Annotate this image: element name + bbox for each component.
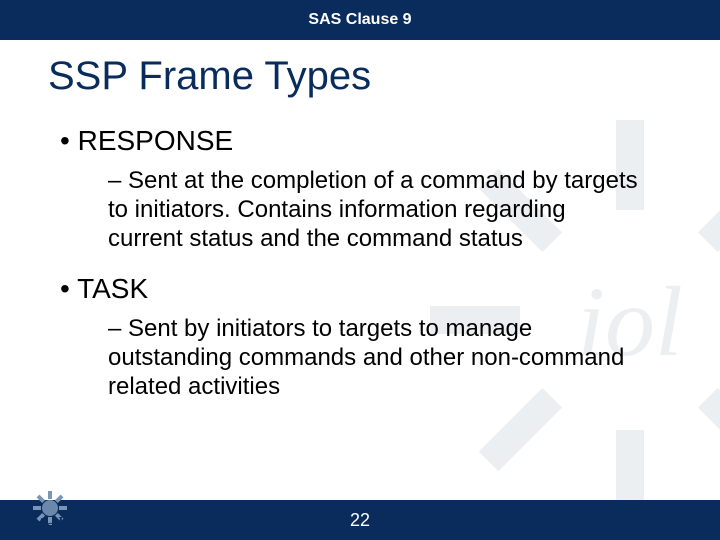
bullet-desc: Sent by initiators to targets to manage … [108,315,624,400]
slide-content: SSP Frame Types RESPONSE Sent at the com… [0,40,720,402]
header-bar: SAS Clause 9 [0,0,720,40]
bullet-desc: Sent at the completion of a command by t… [108,167,638,252]
page-number: 22 [350,510,370,530]
bullet-level2: Sent at the completion of a command by t… [108,167,642,253]
bullet-level1: TASK [60,273,672,305]
slide-title: SSP Frame Types [48,54,672,99]
header-text: SAS Clause 9 [308,11,411,28]
bullet-label: TASK [77,273,148,304]
bullet-level1: RESPONSE [60,125,672,157]
footer-bar: 22 [0,500,720,540]
bullet-label: RESPONSE [78,125,234,156]
iol-logo-icon: iol [14,490,86,538]
bullet-level2: Sent by initiators to targets to manage … [108,315,642,401]
svg-text:iol: iol [37,514,63,538]
